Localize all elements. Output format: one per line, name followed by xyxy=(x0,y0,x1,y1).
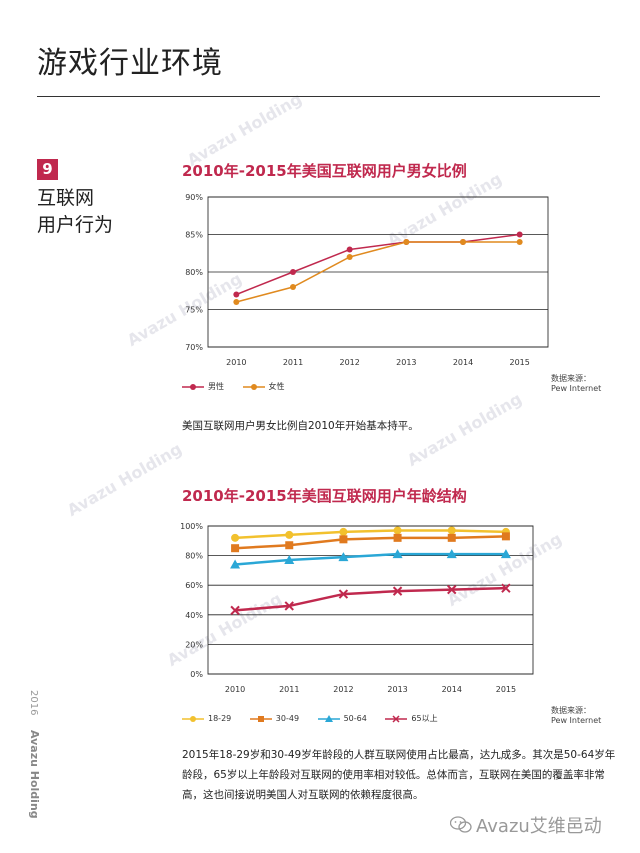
chart2-caption: 2015年18-29岁和30-49岁年龄段的人群互联网使用占比最高，达九成多。其… xyxy=(182,749,616,801)
wechat-footer: Avazu艾维邑动 xyxy=(450,812,602,838)
y-tick-label: 80% xyxy=(185,268,203,277)
legend-label-18-29: 18-29 xyxy=(208,714,232,723)
chart2-source-label: 数据来源： xyxy=(551,706,591,715)
data-point xyxy=(516,239,523,245)
legend-marker-male xyxy=(182,383,204,390)
x-tick-label: 2012 xyxy=(339,358,359,367)
legend-label-female: 女性 xyxy=(268,382,285,391)
legend-label-male: 男性 xyxy=(208,382,224,391)
legend-marker-female xyxy=(242,383,265,390)
section-label-line1: 互联网 xyxy=(37,187,95,209)
data-point xyxy=(233,291,240,298)
x-tick-label: 2015 xyxy=(509,358,529,367)
legend-label-65plus: 65以上 xyxy=(411,714,438,723)
section-label: 互联网 用户行为 xyxy=(37,185,113,239)
data-point xyxy=(403,239,410,245)
data-point xyxy=(516,231,523,238)
y-tick-label: 70% xyxy=(185,343,203,352)
series-line xyxy=(236,233,520,296)
chart2-legend: 18-29 30-49 50-64 65以上 xyxy=(182,713,454,725)
legend-marker-65plus xyxy=(385,714,408,723)
side-year: 2016 xyxy=(28,690,39,716)
chart2-source-name: Pew Internet xyxy=(551,716,602,725)
page-title: 游戏行业环境 xyxy=(37,46,223,81)
y-tick-label: 85% xyxy=(185,231,203,240)
x-tick-label: 2014 xyxy=(453,358,473,367)
side-brand: Avazu Holding xyxy=(28,730,41,819)
data-point xyxy=(233,299,240,305)
chart1-source-name: Pew Internet xyxy=(551,384,602,393)
section-number-badge: 9 xyxy=(37,159,58,180)
legend-item-18-29: 18-29 xyxy=(182,714,231,723)
y-tick-label: 75% xyxy=(185,306,203,315)
chart2-title: 2010年-2015年美国互联网用户年龄结构 xyxy=(182,487,467,505)
data-point xyxy=(290,269,296,275)
title-divider xyxy=(37,96,600,97)
x-tick-label: 2013 xyxy=(396,358,416,367)
data-point xyxy=(290,284,296,290)
chart1-title: 2010年-2015年美国互联网用户男女比例 xyxy=(182,162,467,180)
legend-marker-18-29 xyxy=(182,715,204,722)
y-tick-label: 90% xyxy=(185,193,203,202)
chart1-source-label: 数据来源： xyxy=(551,374,591,383)
data-point xyxy=(346,254,353,260)
legend-item-30-49: 30-49 xyxy=(249,714,300,723)
legend-label-30-49: 30-49 xyxy=(275,714,300,723)
x-tick-label: 2011 xyxy=(283,358,303,367)
x-tick-label: 2010 xyxy=(226,358,246,367)
series-line xyxy=(236,241,520,303)
wechat-footer-text: Avazu艾维邑动 xyxy=(476,816,602,837)
legend-marker-50-64 xyxy=(317,714,340,722)
legend-item-female: 女性 xyxy=(242,381,285,392)
legend-marker-30-49 xyxy=(249,715,272,722)
chart1-caption: 美国互联网用户男女比例自2010年开始基本持平。 xyxy=(182,420,419,432)
legend-item-65plus: 65以上 xyxy=(385,713,438,724)
data-point xyxy=(460,239,466,245)
section-label-line2: 用户行为 xyxy=(37,214,114,236)
data-point xyxy=(346,246,353,253)
legend-item-50-64: 50-64 xyxy=(317,714,367,723)
chart1-source: 数据来源： Pew Internet xyxy=(551,374,601,394)
wechat-icon xyxy=(450,816,472,833)
legend-item-male: 男性 xyxy=(182,381,224,392)
chart1-legend: 男性 女性 xyxy=(182,381,301,393)
legend-label-50-64: 50-64 xyxy=(343,714,367,723)
chart2-source: 数据来源： Pew Internet xyxy=(551,706,601,726)
